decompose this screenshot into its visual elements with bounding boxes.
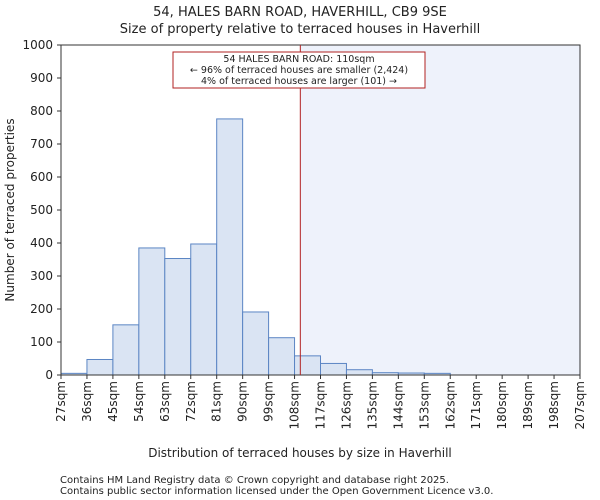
histogram-bar bbox=[190, 243, 218, 376]
x-tick-label: 180sqm bbox=[495, 381, 509, 429]
x-tick-label: 162sqm bbox=[443, 381, 457, 429]
x-tick-label: 144sqm bbox=[391, 381, 405, 429]
x-tick-label: 117sqm bbox=[314, 381, 328, 429]
x-tick-label: 90sqm bbox=[236, 381, 250, 422]
y-tick-label: 100 bbox=[30, 335, 53, 349]
y-tick-label: 800 bbox=[30, 104, 53, 118]
annotation-box bbox=[172, 51, 426, 89]
histogram-bar bbox=[112, 324, 140, 376]
y-axis-label: Number of terraced properties bbox=[3, 118, 17, 301]
y-tick-label: 200 bbox=[30, 302, 53, 316]
x-tick-label: 27sqm bbox=[54, 381, 68, 422]
annotation-line-1: 54 HALES BARN ROAD: 110sqm bbox=[223, 54, 374, 65]
histogram-bar bbox=[164, 258, 192, 376]
x-tick-label: 153sqm bbox=[417, 381, 431, 429]
histogram-bar bbox=[216, 118, 244, 376]
x-tick-label: 189sqm bbox=[521, 381, 535, 429]
histogram-bar bbox=[268, 337, 296, 376]
y-tick-label: 900 bbox=[30, 71, 53, 85]
plot-area: 0 100 200 300 400 500 600 700 800 900 1000 27sqm 36s… bbox=[22, 38, 587, 429]
x-tick-label: 207sqm bbox=[573, 381, 587, 429]
footer-line1: Contains HM Land Registry data © Crown c… bbox=[60, 475, 449, 486]
y-tick-label: 700 bbox=[30, 137, 53, 151]
histogram-bar bbox=[320, 362, 347, 376]
larger-region-shade bbox=[300, 45, 580, 375]
x-tick-label: 108sqm bbox=[288, 381, 302, 429]
x-axis-label: Distribution of terraced houses by size … bbox=[148, 446, 452, 460]
chart-title-line1: 54, HALES BARN ROAD, HAVERHILL, CB9 9SE bbox=[153, 5, 447, 20]
histogram-bar bbox=[345, 369, 373, 376]
histogram-bar bbox=[242, 311, 270, 376]
x-tick-label: 72sqm bbox=[184, 381, 198, 422]
histogram-bar bbox=[86, 358, 114, 376]
footer-line2: Contains public sector information licen… bbox=[60, 486, 493, 497]
x-tick-label: 81sqm bbox=[210, 381, 224, 422]
chart-title-line2: Size of property relative to terraced ho… bbox=[120, 22, 480, 37]
histogram-bar bbox=[138, 247, 166, 376]
x-tick-label: 126sqm bbox=[339, 381, 353, 429]
annotation-line-2: ← 96% of terraced houses are smaller (2,… bbox=[190, 65, 408, 76]
x-tick-label: 63sqm bbox=[158, 381, 172, 422]
x-tick-label: 36sqm bbox=[80, 381, 94, 422]
x-tick-label: 198sqm bbox=[547, 381, 561, 429]
x-tick-label: 135sqm bbox=[365, 381, 379, 429]
y-tick-label: 1000 bbox=[22, 38, 53, 52]
y-tick-label: 500 bbox=[30, 203, 53, 217]
annotation-line-3: 4% of terraced houses are larger (101) → bbox=[201, 76, 397, 87]
y-tick-label: 0 bbox=[45, 368, 53, 382]
y-tick-label: 300 bbox=[30, 269, 53, 283]
histogram-bar bbox=[294, 355, 321, 376]
y-tick-label: 600 bbox=[30, 170, 53, 184]
x-tick-label: 99sqm bbox=[262, 381, 276, 422]
x-tick-label: 45sqm bbox=[106, 381, 120, 422]
y-tick-label: 400 bbox=[30, 236, 53, 250]
x-tick-label: 54sqm bbox=[132, 381, 146, 422]
x-tick-label: 171sqm bbox=[469, 381, 483, 429]
